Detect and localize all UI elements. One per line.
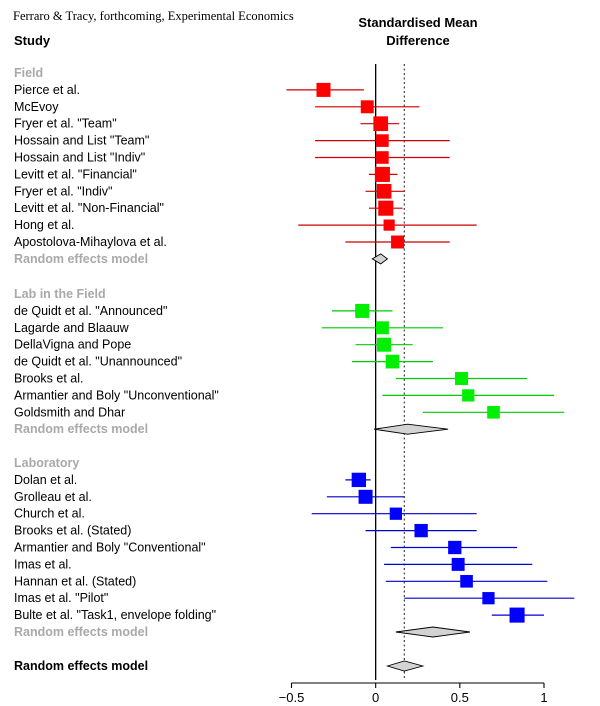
subgroup-model-label: Random effects model: [14, 422, 148, 436]
study-label: Imas et al. "Pilot": [14, 591, 108, 605]
study-estimate-marker: [373, 116, 389, 132]
study-estimate-marker: [462, 389, 475, 402]
study-estimate-marker: [385, 354, 400, 369]
effect-header-line1: Standardised Mean: [358, 15, 477, 30]
study-estimate-marker: [355, 303, 370, 318]
effect-header-line2: Difference: [386, 33, 450, 48]
study-label: Dolan et al.: [14, 473, 77, 487]
study-estimate-marker: [376, 134, 389, 147]
study-estimate-marker: [374, 166, 390, 182]
study-label: Goldsmith and Dhar: [14, 405, 125, 419]
study-estimate-marker: [391, 235, 405, 249]
study-estimate-marker: [414, 523, 428, 538]
study-label: Levitt et al. "Financial": [14, 167, 137, 181]
subgroup-model-label: Random effects model: [14, 252, 148, 266]
study-estimate-marker: [383, 219, 395, 231]
subgroup-pooled-diamond: [373, 423, 449, 435]
study-label: Armantier and Boly "Unconventional": [14, 388, 219, 402]
study-label: Armantier and Boly "Conventional": [14, 541, 206, 555]
study-label: Bulte et al. "Task1, envelope folding": [14, 608, 216, 622]
study-estimate-marker: [448, 540, 462, 555]
group-heading: Laboratory: [14, 456, 79, 470]
study-estimate-marker: [377, 337, 392, 352]
x-tick-label: 0: [372, 690, 379, 705]
study-label: Church et al.: [14, 507, 85, 521]
study-label: Brooks et al. (Stated): [14, 524, 131, 538]
study-estimate-marker: [375, 321, 389, 335]
overall-pooled-diamond: [385, 660, 425, 672]
study-label: McEvoy: [14, 100, 59, 114]
study-label: Brooks et al.: [14, 372, 83, 386]
overall-model-label: Random effects model: [14, 659, 148, 673]
study-label: Hossain and List "Team": [14, 134, 149, 148]
study-label: Apostolova-Mihaylova et al.: [14, 235, 167, 249]
x-tick-label: −0.5: [279, 690, 305, 705]
study-estimate-marker: [376, 183, 392, 199]
source-note: Ferraro & Tracy, forthcoming, Experiment…: [13, 9, 294, 23]
study-label: Hannan et al. (Stated): [14, 574, 136, 588]
study-label: DellaVigna and Pope: [14, 338, 131, 352]
study-estimate-marker: [451, 557, 465, 571]
study-label: de Quidt et al. "Unannounced": [14, 355, 182, 369]
study-label: Fryer et al. "Team": [14, 117, 117, 131]
study-label: Imas et al.: [14, 557, 72, 571]
study-estimate-marker: [378, 200, 394, 216]
study-estimate-marker: [351, 472, 367, 488]
study-estimate-marker: [487, 406, 500, 419]
study-estimate-marker: [316, 82, 331, 97]
study-estimate-marker: [376, 151, 389, 164]
subgroup-pooled-diamond: [395, 626, 470, 638]
plot-area: Field Pierce et al. McEvoy Fryer et al. "Te…: [14, 64, 575, 705]
study-label: Pierce et al.: [14, 83, 80, 97]
x-tick-label: 0.5: [451, 690, 469, 705]
x-tick-label: 1: [540, 690, 547, 705]
subgroup-model-label: Random effects model: [14, 625, 148, 639]
study-label: Levitt et al. "Non-Financial": [14, 201, 164, 215]
group-heading: Field: [14, 66, 43, 80]
subgroup-pooled-diamond: [371, 253, 389, 265]
study-label: Grolleau et al.: [14, 490, 92, 504]
group-heading: Lab in the Field: [14, 287, 106, 301]
study-label: de Quidt et al. "Announced": [14, 304, 167, 318]
study-column-header: Study: [14, 33, 51, 48]
study-label: Hossain and List "Indiv": [14, 151, 145, 165]
study-estimate-marker: [389, 507, 402, 520]
study-estimate-marker: [460, 575, 473, 588]
study-estimate-marker: [482, 592, 495, 605]
study-label: Hong et al.: [14, 218, 74, 232]
study-estimate-marker: [509, 607, 525, 623]
study-estimate-marker: [455, 372, 468, 385]
study-label: Fryer et al. "Indiv": [14, 184, 113, 198]
study-estimate-marker: [360, 100, 374, 114]
study-label: Lagarde and Blaauw: [14, 321, 130, 335]
study-estimate-marker: [358, 489, 373, 504]
